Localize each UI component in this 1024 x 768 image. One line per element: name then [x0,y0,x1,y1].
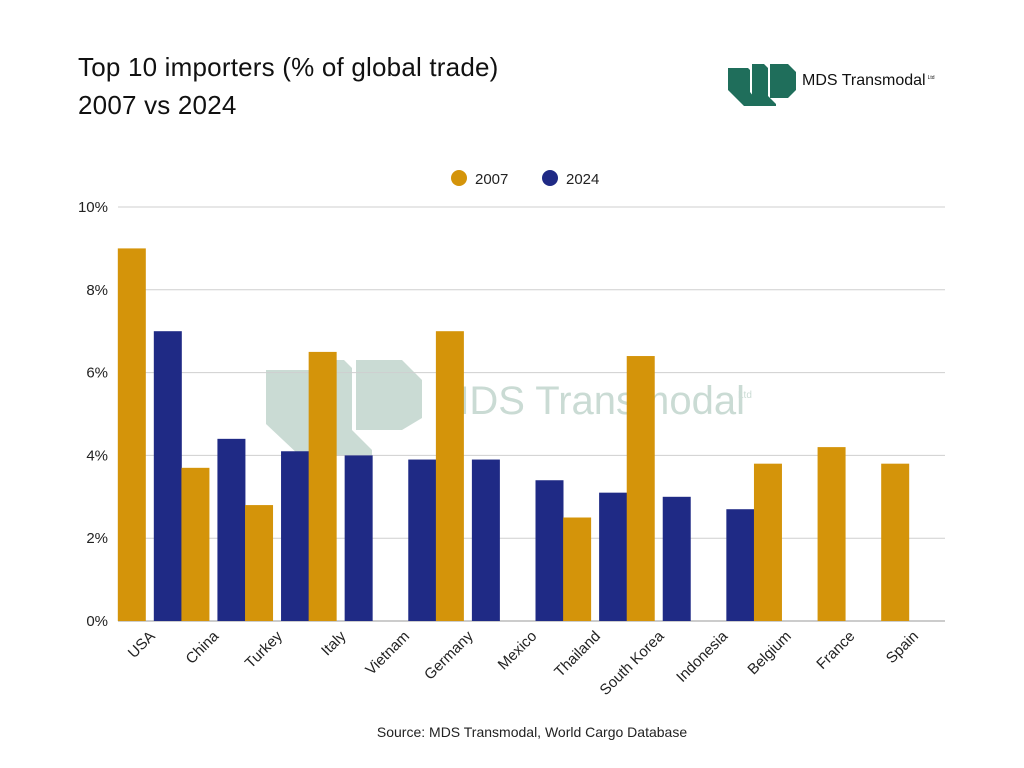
bar-2024-mexico [535,480,564,621]
x-tick-label: Indonesia [673,627,731,685]
x-tick-label: France [813,628,858,673]
bar-2024-turkey [281,451,310,621]
x-tick-label: Mexico [495,628,541,674]
bar-2007-south-korea [626,356,655,621]
y-tick-label: 2% [86,530,108,547]
company-logo: MDS Transmodal Ltd [726,62,956,108]
bar-2007-turkey [245,505,274,621]
x-tick-label: Spain [883,628,922,667]
logo-text: MDS Transmodal Ltd [802,72,935,90]
watermark-suffix: Ltd [738,390,752,401]
x-tick-label: Germany [421,627,477,683]
legend-marker-2024 [542,170,558,186]
y-tick-label: 4% [86,447,108,464]
bar-2007-china [181,467,210,621]
bar-2024-usa [153,331,182,621]
bar-2024-south-korea [662,496,691,621]
bar-2024-china [217,438,246,621]
y-tick-label: 0% [86,613,108,630]
x-tick-label: China [183,627,223,667]
bar-2007-italy [308,351,337,621]
bar-2024-indonesia [726,509,755,621]
bar-2007-usa [117,248,146,621]
logo-name: MDS Transmodal [802,72,926,89]
watermark-text: MDS Transmodal [436,379,745,423]
x-tick-label: USA [125,628,159,662]
legend-label-2007: 2007 [475,171,508,188]
bar-2024-thailand [599,492,628,621]
bar-2007-thailand [563,517,592,621]
bar-2007-belgium [753,463,782,621]
chart-title-line-1: Top 10 importers (% of global trade) [78,52,499,82]
x-tick-label: Italy [318,627,350,659]
x-tick-label: Turkey [242,627,286,671]
x-tick-label: South Korea [597,627,668,698]
legend-marker-2007 [451,170,467,186]
bar-2007-spain [881,463,910,621]
legend-label-2024: 2024 [566,171,599,188]
x-tick-label: Thailand [551,628,604,681]
x-tick-label: Vietnam [362,628,413,679]
logo-suffix: Ltd [927,74,935,81]
watermark: MDS Transmodal Ltd [266,360,752,456]
chart-title-line-2: 2007 vs 2024 [78,90,237,120]
bar-2024-germany [471,459,500,621]
bar-2024-vietnam [408,459,437,621]
bar-2007-france [817,447,846,621]
bar-2024-italy [344,455,373,621]
source-note: Source: MDS Transmodal, World Cargo Data… [376,724,688,740]
y-tick-label: 6% [86,365,108,382]
y-tick-label: 8% [86,282,108,299]
logo-mark-icon [728,64,796,106]
x-tick-label: Belgium [744,628,794,678]
y-tick-label: 10% [78,199,108,216]
bar-2007-germany [435,331,464,621]
